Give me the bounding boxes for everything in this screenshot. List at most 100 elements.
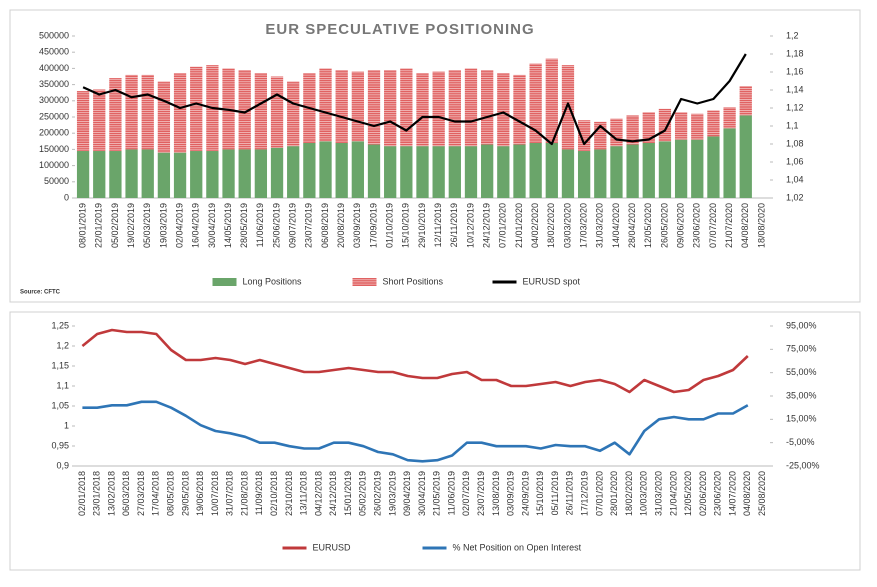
bar bbox=[626, 144, 639, 198]
legend-label: EURUSD spot bbox=[523, 276, 581, 286]
bar bbox=[109, 78, 122, 152]
bar bbox=[384, 70, 397, 147]
line bbox=[82, 400, 749, 463]
y-tick-label: 1 bbox=[64, 420, 69, 430]
bar bbox=[723, 128, 736, 198]
y2-tick-label: 1,1 bbox=[786, 120, 799, 130]
bar bbox=[497, 73, 510, 147]
y2-tick-label: 1,04 bbox=[786, 174, 804, 184]
bar bbox=[464, 146, 478, 198]
x-tick-label: 13/08/2019 bbox=[491, 471, 501, 516]
bar bbox=[529, 142, 542, 198]
y2-tick-label: 55,00% bbox=[786, 367, 817, 377]
x-tick-label: 03/03/2020 bbox=[562, 203, 572, 248]
x-tick-label: 06/08/2019 bbox=[320, 203, 330, 248]
x-tick-label: 06/03/2018 bbox=[121, 471, 131, 516]
bar bbox=[432, 71, 445, 147]
x-tick-label: 16/04/2019 bbox=[191, 203, 201, 248]
bar bbox=[610, 118, 623, 147]
x-tick-label: 24/12/2018 bbox=[328, 471, 338, 516]
x-tick-label: 15/01/2019 bbox=[343, 471, 353, 516]
legend-label: Short Positions bbox=[383, 276, 444, 286]
x-tick-label: 13/02/2018 bbox=[106, 471, 116, 516]
x-tick-label: 14/05/2019 bbox=[223, 203, 233, 248]
x-tick-label: 22/01/2019 bbox=[94, 203, 104, 248]
x-tick-label: 23/07/2019 bbox=[304, 203, 314, 248]
x-tick-label: 12/05/2020 bbox=[683, 471, 693, 516]
x-tick-label: 09/07/2019 bbox=[288, 203, 298, 248]
x-tick-label: 23/10/2018 bbox=[284, 471, 294, 516]
x-tick-label: 21/01/2020 bbox=[514, 203, 524, 248]
bar bbox=[626, 115, 639, 145]
x-tick-label: 26/02/2019 bbox=[373, 471, 383, 516]
x-tick-label: 05/03/2019 bbox=[142, 203, 152, 248]
x-tick-label: 23/07/2019 bbox=[476, 471, 486, 516]
x-tick-label: 25/06/2019 bbox=[271, 203, 281, 248]
y2-tick-label: 95,00% bbox=[786, 320, 817, 330]
x-tick-label: 03/09/2019 bbox=[506, 471, 516, 516]
x-tick-label: 01/10/2019 bbox=[385, 203, 395, 248]
x-tick-label: 11/06/2019 bbox=[446, 471, 456, 515]
bar bbox=[173, 73, 187, 153]
y-tick-label: 0,95 bbox=[51, 440, 69, 450]
y-tick-label: 200000 bbox=[39, 128, 69, 138]
bar bbox=[254, 73, 268, 150]
bar bbox=[93, 89, 106, 152]
bar bbox=[561, 149, 575, 198]
x-tick-label: 18/08/2020 bbox=[756, 203, 766, 248]
x-tick-label: 09/06/2020 bbox=[675, 203, 685, 248]
y-tick-label: 150000 bbox=[39, 144, 69, 154]
x-tick-label: 18/02/2020 bbox=[624, 471, 634, 516]
x-tick-label: 02/01/2018 bbox=[77, 471, 87, 516]
x-tick-label: 28/04/2020 bbox=[627, 203, 637, 248]
y-tick-label: 0 bbox=[64, 192, 69, 202]
bar bbox=[367, 70, 381, 145]
x-tick-label: 14/04/2020 bbox=[611, 203, 621, 248]
x-tick-label: 07/07/2020 bbox=[708, 203, 718, 248]
y-tick-label: 300000 bbox=[39, 95, 69, 105]
y-tick-label: 1,25 bbox=[51, 320, 69, 330]
bar bbox=[739, 86, 752, 116]
x-tick-label: 21/04/2020 bbox=[668, 471, 678, 516]
x-tick-label: 07/01/2020 bbox=[498, 203, 508, 248]
x-tick-label: 27/03/2018 bbox=[136, 471, 146, 516]
x-tick-label: 05/11/2019 bbox=[550, 471, 560, 515]
x-tick-label: 05/02/2019 bbox=[110, 203, 120, 248]
bar bbox=[513, 74, 526, 145]
y2-tick-label: 1,12 bbox=[786, 102, 804, 112]
x-tick-label: 10/12/2019 bbox=[465, 203, 475, 248]
x-tick-label: 29/05/2018 bbox=[180, 471, 190, 516]
legend-label: Long Positions bbox=[243, 276, 303, 286]
y2-tick-label: 35,00% bbox=[786, 390, 817, 400]
x-tick-label: 19/03/2019 bbox=[387, 471, 397, 516]
x-tick-label: 26/11/2019 bbox=[449, 203, 459, 247]
bar bbox=[173, 152, 187, 198]
chart-title: EUR SPECULATIVE POSITIONING bbox=[265, 21, 534, 38]
x-tick-label: 20/08/2019 bbox=[336, 203, 346, 248]
x-tick-label: 10/07/2018 bbox=[210, 471, 220, 516]
x-tick-label: 28/05/2019 bbox=[239, 203, 249, 248]
bar bbox=[141, 74, 154, 150]
line bbox=[82, 53, 747, 146]
x-tick-label: 23/06/2020 bbox=[692, 203, 702, 248]
bar bbox=[367, 144, 381, 198]
x-tick-label: 04/08/2020 bbox=[742, 471, 752, 516]
x-tick-label: 13/11/2018 bbox=[299, 471, 309, 515]
y2-tick-label: 1,16 bbox=[786, 66, 804, 76]
bar bbox=[545, 142, 558, 198]
bar bbox=[335, 70, 348, 143]
y2-tick-label: 1,02 bbox=[786, 192, 804, 202]
bar bbox=[723, 107, 736, 129]
x-tick-label: 26/05/2020 bbox=[659, 203, 669, 248]
bar bbox=[594, 149, 607, 198]
bar bbox=[76, 91, 90, 152]
x-tick-label: 14/07/2020 bbox=[727, 471, 737, 516]
x-tick-label: 12/05/2020 bbox=[643, 203, 653, 248]
bar bbox=[157, 81, 171, 153]
bar bbox=[674, 112, 688, 140]
bar bbox=[287, 81, 300, 147]
bar bbox=[287, 146, 300, 198]
bar bbox=[642, 112, 655, 143]
bar bbox=[384, 146, 397, 198]
